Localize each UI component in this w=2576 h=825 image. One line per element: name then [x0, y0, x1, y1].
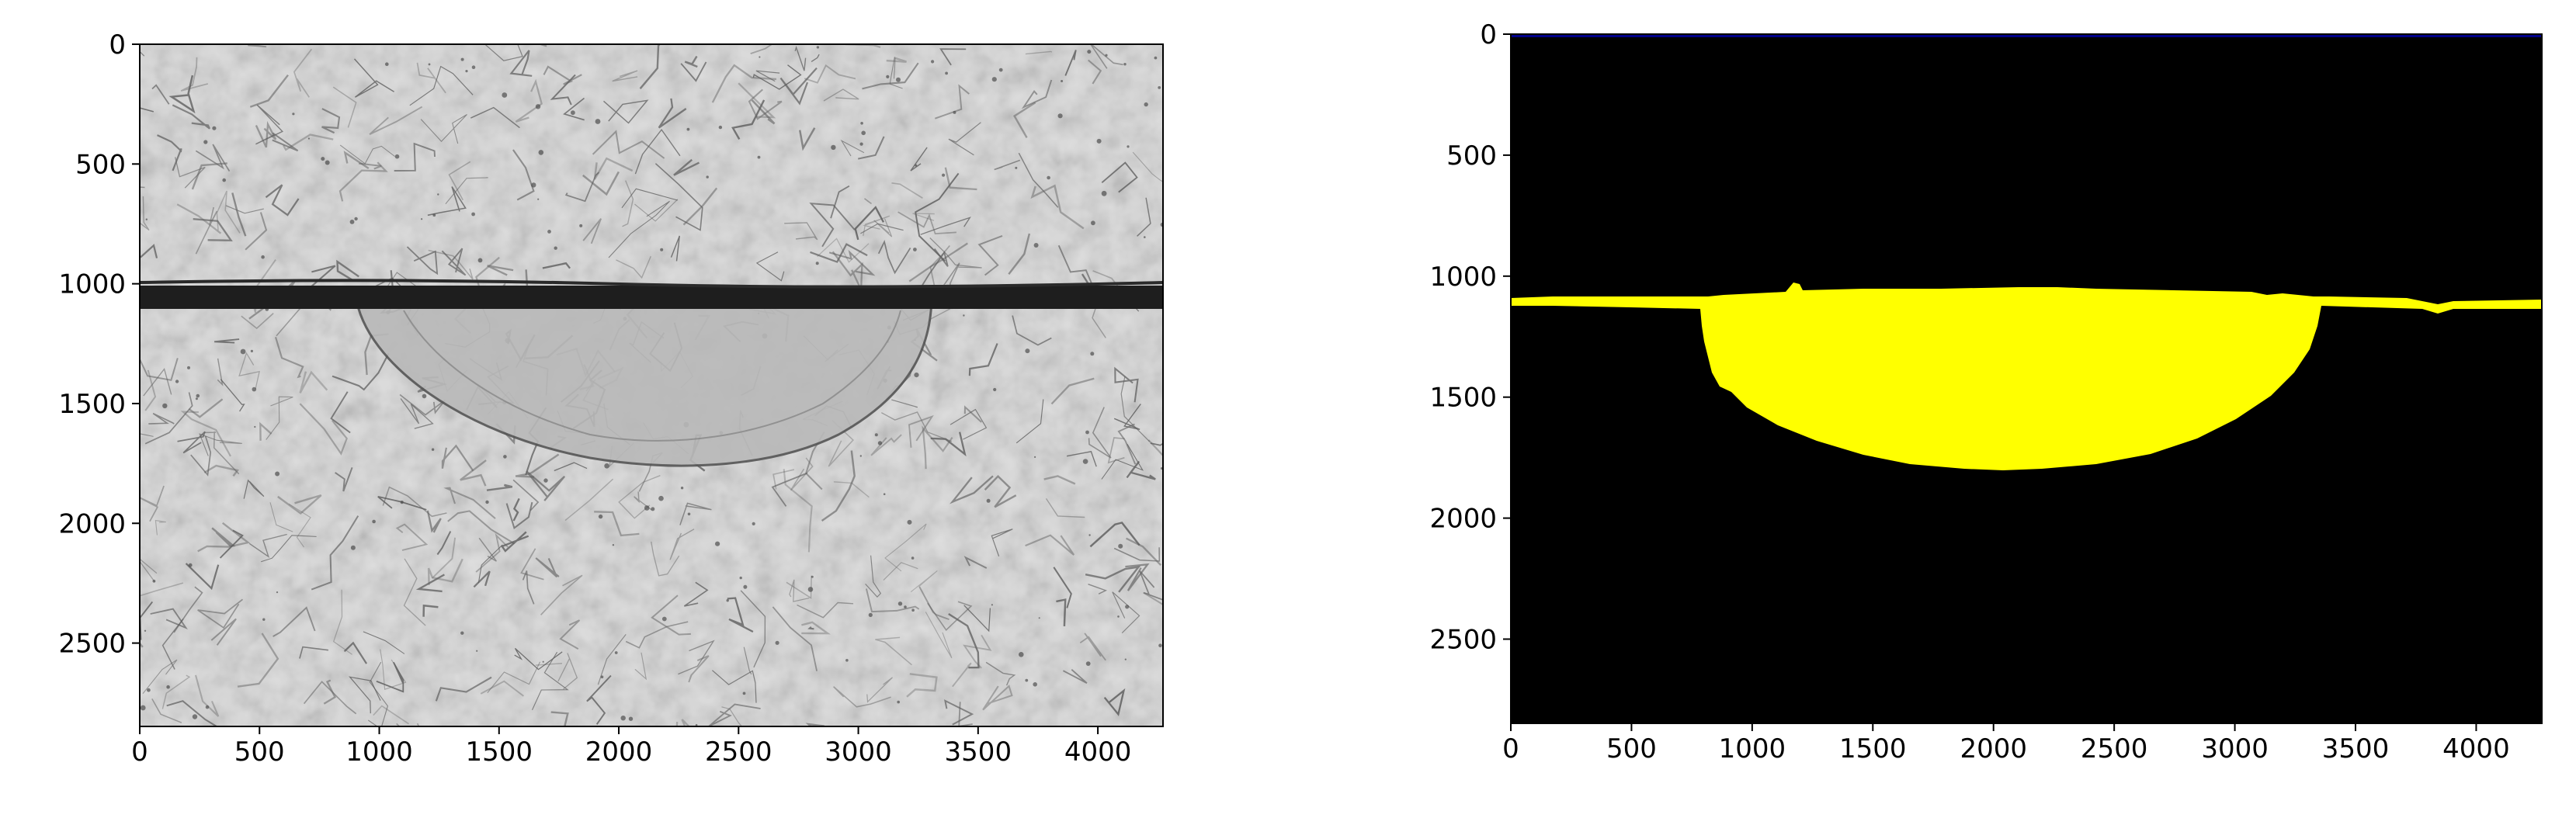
micrograph-panel: 0 500 1000 1500 2000 2500 3000 3500 4000 0 500 1000…	[58, 29, 1164, 768]
mask-x-tick-label: 500	[1606, 733, 1657, 764]
micrograph-x-tick-label: 4000	[1064, 737, 1132, 768]
micrograph-x-tick-label: 500	[234, 737, 285, 768]
micrograph-x-tick-label: 1000	[345, 737, 413, 768]
mask-x-tick-label: 4000	[2442, 733, 2510, 764]
micrograph-x-tick-label: 2500	[705, 737, 772, 768]
mask-y-tick-label: 2000	[1429, 504, 1497, 535]
mask-panel: 0 500 1000 1500 2000 2500 3000 3500 4000 0 500 1000…	[1429, 19, 2543, 764]
micrograph-axes-frame	[139, 43, 1164, 727]
mask-x-tick-label: 0	[1502, 733, 1519, 764]
micrograph-ticks: 0 500 1000 1500 2000 2500 3000 3500 4000 0 500 1000…	[58, 29, 1131, 768]
micrograph-x-tick-label: 3500	[945, 737, 1012, 768]
micrograph-x-tick-label: 0	[131, 737, 148, 768]
micrograph-y-tick-label: 1500	[58, 389, 126, 420]
mask-ticks: 0 500 1000 1500 2000 2500 3000 3500 4000 0 500 1000…	[1429, 19, 2509, 764]
mask-x-tick-label: 2000	[1960, 733, 2027, 764]
weld-pool	[354, 293, 933, 467]
micrograph-y-tick-label: 500	[75, 149, 126, 180]
micrograph-x-tick-label: 1500	[466, 737, 533, 768]
mask-y-tick-label: 1500	[1429, 383, 1497, 414]
mask-x-tick-label: 1500	[1839, 733, 1907, 764]
fusion-line-band	[140, 286, 1163, 309]
micrograph-x-tick-label: 2000	[585, 737, 653, 768]
mask-x-tick-label: 2500	[2081, 733, 2148, 764]
mask-top-border	[1511, 34, 2542, 37]
mask-y-tick-label: 0	[1480, 19, 1497, 50]
mask-x-tick-label: 1000	[1719, 733, 1786, 764]
micrograph-y-tick-label: 0	[109, 29, 126, 61]
micrograph-y-tick-label: 2000	[58, 508, 126, 539]
mask-y-tick-label: 500	[1446, 140, 1497, 172]
micrograph-x-tick-label: 3000	[825, 737, 892, 768]
mask-x-tick-label: 3000	[2201, 733, 2269, 764]
mask-region	[1511, 283, 2542, 470]
fusion-line-band-edge	[140, 279, 1163, 289]
mask-axes-frame	[1510, 33, 2543, 724]
mask-x-tick-label: 3500	[2322, 733, 2390, 764]
weld-pool-texture	[403, 310, 901, 442]
mask-y-tick-label: 2500	[1429, 624, 1497, 655]
mask-y-tick-label: 1000	[1429, 262, 1497, 293]
micrograph-y-tick-label: 2500	[58, 629, 126, 660]
micrograph-y-tick-label: 1000	[58, 269, 126, 300]
